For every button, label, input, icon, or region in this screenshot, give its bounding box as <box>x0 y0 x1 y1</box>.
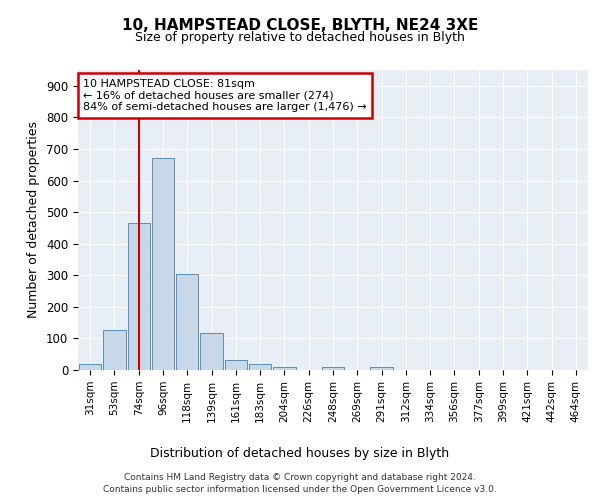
Text: Contains HM Land Registry data © Crown copyright and database right 2024.
Contai: Contains HM Land Registry data © Crown c… <box>103 472 497 494</box>
Bar <box>370 367 393 370</box>
Bar <box>224 360 247 370</box>
Bar <box>79 364 101 370</box>
Text: 10, HAMPSTEAD CLOSE, BLYTH, NE24 3XE: 10, HAMPSTEAD CLOSE, BLYTH, NE24 3XE <box>122 18 478 32</box>
Text: Size of property relative to detached houses in Blyth: Size of property relative to detached ho… <box>135 31 465 44</box>
Bar <box>103 330 125 370</box>
Text: 10 HAMPSTEAD CLOSE: 81sqm
← 16% of detached houses are smaller (274)
84% of semi: 10 HAMPSTEAD CLOSE: 81sqm ← 16% of detac… <box>83 79 367 112</box>
Bar <box>152 158 174 370</box>
Bar <box>249 364 271 370</box>
Bar <box>128 223 150 370</box>
Y-axis label: Number of detached properties: Number of detached properties <box>28 122 40 318</box>
Text: Distribution of detached houses by size in Blyth: Distribution of detached houses by size … <box>151 448 449 460</box>
Bar <box>322 367 344 370</box>
Bar <box>200 332 223 370</box>
Bar <box>176 274 199 370</box>
Bar <box>273 367 296 370</box>
